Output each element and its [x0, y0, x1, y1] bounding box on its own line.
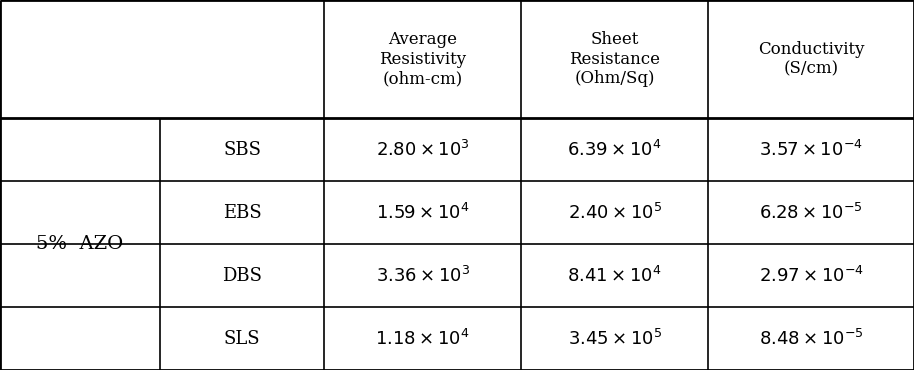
Text: $3.36\times10^{3}$: $3.36\times10^{3}$ [376, 266, 470, 286]
Text: EBS: EBS [223, 204, 261, 222]
Text: $8.48\times10^{-5}$: $8.48\times10^{-5}$ [759, 329, 864, 349]
Text: Sheet
Resistance
(Ohm/Sq): Sheet Resistance (Ohm/Sq) [569, 31, 660, 87]
Text: $8.41\times10^{4}$: $8.41\times10^{4}$ [568, 266, 662, 286]
Text: $3.45\times10^{5}$: $3.45\times10^{5}$ [568, 329, 662, 349]
Text: $3.57\times10^{-4}$: $3.57\times10^{-4}$ [760, 140, 863, 160]
Text: $2.80\times10^{3}$: $2.80\times10^{3}$ [376, 140, 470, 160]
Text: SLS: SLS [224, 330, 260, 347]
Text: $6.28\times10^{-5}$: $6.28\times10^{-5}$ [760, 203, 863, 223]
Text: Conductivity
(S/cm): Conductivity (S/cm) [758, 41, 865, 77]
Text: Average
Resistivity
(ohm-cm): Average Resistivity (ohm-cm) [379, 31, 466, 87]
Text: SBS: SBS [223, 141, 261, 159]
Text: $2.40\times10^{5}$: $2.40\times10^{5}$ [568, 203, 662, 223]
Text: $1.18\times10^{4}$: $1.18\times10^{4}$ [376, 329, 470, 349]
Text: 5%  AZO: 5% AZO [37, 235, 123, 253]
Text: DBS: DBS [222, 267, 262, 285]
Text: $6.39\times10^{4}$: $6.39\times10^{4}$ [568, 140, 662, 160]
Text: $1.59\times10^{4}$: $1.59\times10^{4}$ [376, 203, 470, 223]
Text: $2.97\times10^{-4}$: $2.97\times10^{-4}$ [759, 266, 864, 286]
